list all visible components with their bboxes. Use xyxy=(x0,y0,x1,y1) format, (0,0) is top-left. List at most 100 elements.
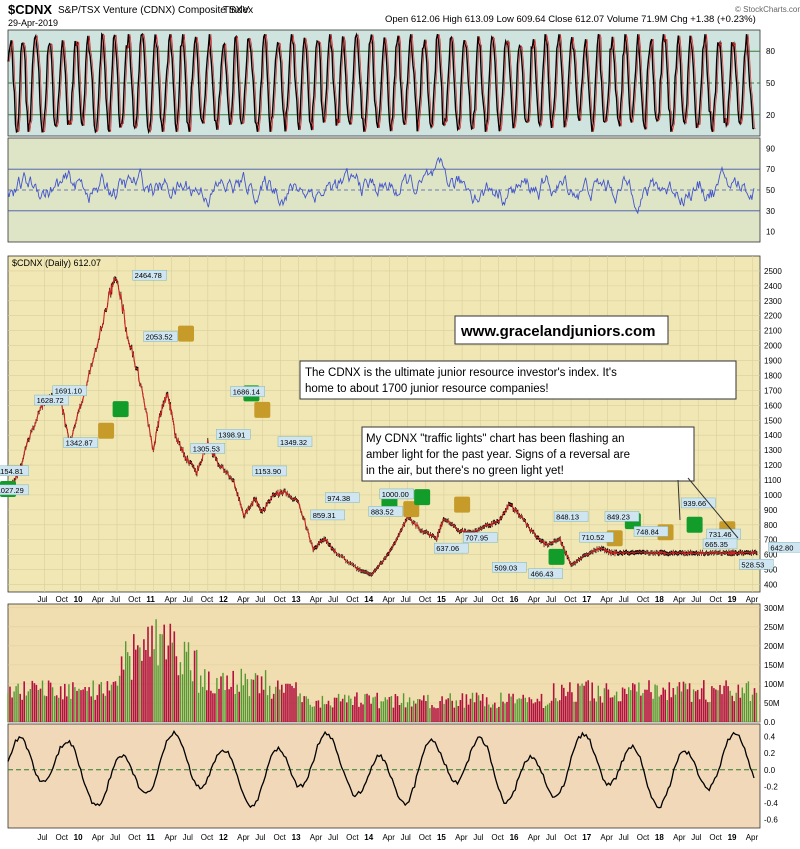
website-box xyxy=(454,315,669,345)
volume-tick-label: 100M xyxy=(764,680,784,689)
x-tick-label: 13 xyxy=(292,595,301,604)
chart-symbol: $CDNX xyxy=(8,2,52,17)
price-tick-label: 2300 xyxy=(764,297,782,306)
price-data-label-bg xyxy=(492,562,527,573)
price-data-label-bg xyxy=(52,385,87,396)
price-data-label-bg xyxy=(277,436,313,447)
volume-tick-label: 200M xyxy=(764,642,784,651)
x-tick-label: Apr xyxy=(673,595,686,604)
x-tick-label: Jul xyxy=(401,595,411,604)
x-tick-label: 12 xyxy=(219,595,228,604)
price-tick-label: 1400 xyxy=(764,431,782,440)
note-box-2 xyxy=(361,426,695,482)
x-tick-label: 16 xyxy=(510,595,519,604)
x-tick-label: Jul xyxy=(546,833,556,842)
price-tick-label: 1700 xyxy=(764,386,782,395)
x-tick-label: Oct xyxy=(55,833,68,842)
x-tick-label: 19 xyxy=(728,595,737,604)
osc2-tick-label: -0.4 xyxy=(764,799,778,808)
price-data-label-bg xyxy=(579,531,614,543)
volume-down-bars xyxy=(9,623,756,722)
price-data-label-bg xyxy=(434,542,469,554)
price-data-label: 1691.10 xyxy=(55,387,82,396)
price-data-label: 2053.52 xyxy=(146,333,173,342)
green-traffic-light xyxy=(686,516,703,533)
x-tick-label: 15 xyxy=(437,595,446,604)
price-data-label: 731.46 xyxy=(709,530,732,539)
x-tick-label: Oct xyxy=(128,595,141,604)
green-traffic-light xyxy=(414,489,431,506)
price-data-label: 1628.72 xyxy=(37,396,64,405)
chart-ohlc: Open 612.06 High 613.09 Low 609.64 Close… xyxy=(385,14,756,25)
x-tick-label: 18 xyxy=(655,833,664,842)
price-data-label: 1398.91 xyxy=(218,430,245,439)
x-tick-label: Apr xyxy=(237,833,250,842)
x-tick-label: Apr xyxy=(382,595,395,604)
price-data-label: 528.53 xyxy=(741,560,764,569)
osc2-tick-label: -0.2 xyxy=(764,782,778,791)
price-data-label: 665.35 xyxy=(705,540,728,549)
price-tick-label: 2100 xyxy=(764,327,782,336)
x-tick-label: Oct xyxy=(491,833,504,842)
price-data-label-bg xyxy=(34,394,69,406)
note-2-line-2: amber light for the past year. Signs of … xyxy=(366,449,630,461)
rsi-line xyxy=(7,156,755,215)
price-tick-label: 1500 xyxy=(764,416,782,425)
osc2-tick-label: 0.4 xyxy=(764,732,776,741)
oscillator-2-layer: 0.4 0.2 0.0 -0.2 -0.4 -0.6 xyxy=(7,730,778,825)
x-tick-label: Apr xyxy=(746,595,759,604)
x-tick-label: Jul xyxy=(691,595,701,604)
osc2-tick-label: -0.6 xyxy=(764,816,778,825)
x-tick-label: Jul xyxy=(619,833,629,842)
x-tick-label: Jul xyxy=(110,833,120,842)
x-tick-label: 17 xyxy=(582,595,591,604)
price-tick-label: 900 xyxy=(764,506,778,515)
price-tick-label: 600 xyxy=(764,551,778,560)
x-tick-label: Oct xyxy=(709,833,722,842)
price-data-label-bg xyxy=(0,465,29,477)
x-tick-label: Apr xyxy=(528,833,541,842)
price-data-label: 883.52 xyxy=(371,507,394,516)
osc1-tick-label: 50 xyxy=(766,79,775,88)
price-data-label: 939.66 xyxy=(683,499,706,508)
note-2-line-1: My CDNX "traffic lights" chart has been … xyxy=(366,433,625,445)
x-tick-label: Oct xyxy=(491,595,504,604)
price-data-label: 849.23 xyxy=(607,512,630,521)
x-tick-label: Oct xyxy=(564,833,577,842)
x-tick-label: Apr xyxy=(746,833,759,842)
price-data-label-bg xyxy=(310,509,345,521)
x-tick-label: Oct xyxy=(201,833,214,842)
x-tick-label: Jul xyxy=(183,595,193,604)
price-data-label-bg xyxy=(132,269,167,281)
price-data-label-bg xyxy=(0,484,29,496)
x-tick-label: Jul xyxy=(37,595,47,604)
panel-price xyxy=(7,255,761,593)
price-data-label: 859.31 xyxy=(313,511,336,520)
price-tick-label: 500 xyxy=(764,566,778,575)
chart-date: 29-Apr-2019 xyxy=(8,18,58,28)
x-tick-label: Oct xyxy=(346,833,359,842)
x-tick-label: Oct xyxy=(55,595,68,604)
x-tick-label: Apr xyxy=(455,833,468,842)
price-data-label-bg xyxy=(739,559,774,570)
x-tick-label: Apr xyxy=(92,595,105,604)
x-tick-label: Oct xyxy=(346,595,359,604)
price-data-label: 1349.32 xyxy=(280,438,307,447)
price-data-label: 642.80 xyxy=(770,543,793,552)
x-tick-label: Oct xyxy=(273,833,286,842)
x-tick-label: 19 xyxy=(728,833,737,842)
callout-line-2 xyxy=(677,479,681,521)
x-tick-label: Jul xyxy=(473,595,483,604)
price-tick-label: 1100 xyxy=(764,476,782,485)
price-tick-label: 2500 xyxy=(764,267,782,276)
price-x-axis: Jul Oct 10 Apr Jul Oct 11 Apr Jul Oct 12 Apr Jul Oct 1… xyxy=(37,595,758,604)
price-tick-label: 400 xyxy=(764,581,778,590)
x-tick-label: Apr xyxy=(310,595,323,604)
amber-traffic-light xyxy=(403,501,420,518)
price-data-label-bg xyxy=(143,331,178,342)
osc1-tick-label: 20 xyxy=(766,111,775,120)
amber-traffic-light xyxy=(98,422,115,439)
price-data-label: 1342.87 xyxy=(66,439,93,448)
x-tick-label: 12 xyxy=(219,833,228,842)
